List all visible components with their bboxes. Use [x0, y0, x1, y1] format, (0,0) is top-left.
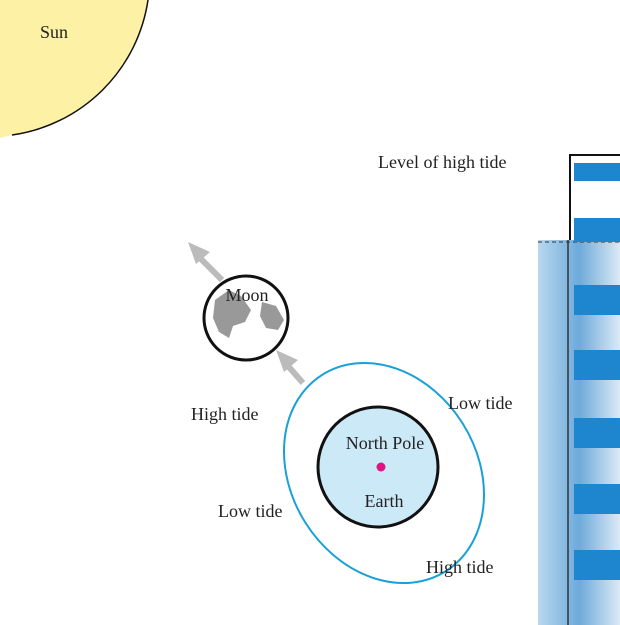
- windows: [574, 218, 620, 580]
- sun-label: Sun: [40, 22, 68, 42]
- arrows: [188, 242, 306, 385]
- sun-edge: [11, 0, 149, 136]
- low-tide-label: Low tide: [448, 393, 513, 413]
- moon-craters: [213, 290, 284, 338]
- high-tide-label: High tide: [191, 404, 259, 424]
- earth-label: Earth: [365, 491, 404, 511]
- moon-label: Moon: [225, 285, 268, 305]
- tidal-bulge: [283, 361, 485, 585]
- pole-dot: [376, 462, 386, 472]
- north-pole-label: North Pole: [346, 433, 425, 453]
- window: [574, 163, 620, 181]
- level-label: Level of high tide: [378, 152, 506, 172]
- low-tide-label: Low tide: [218, 501, 283, 521]
- high-tide-label: High tide: [426, 557, 494, 577]
- sun: [0, 0, 148, 138]
